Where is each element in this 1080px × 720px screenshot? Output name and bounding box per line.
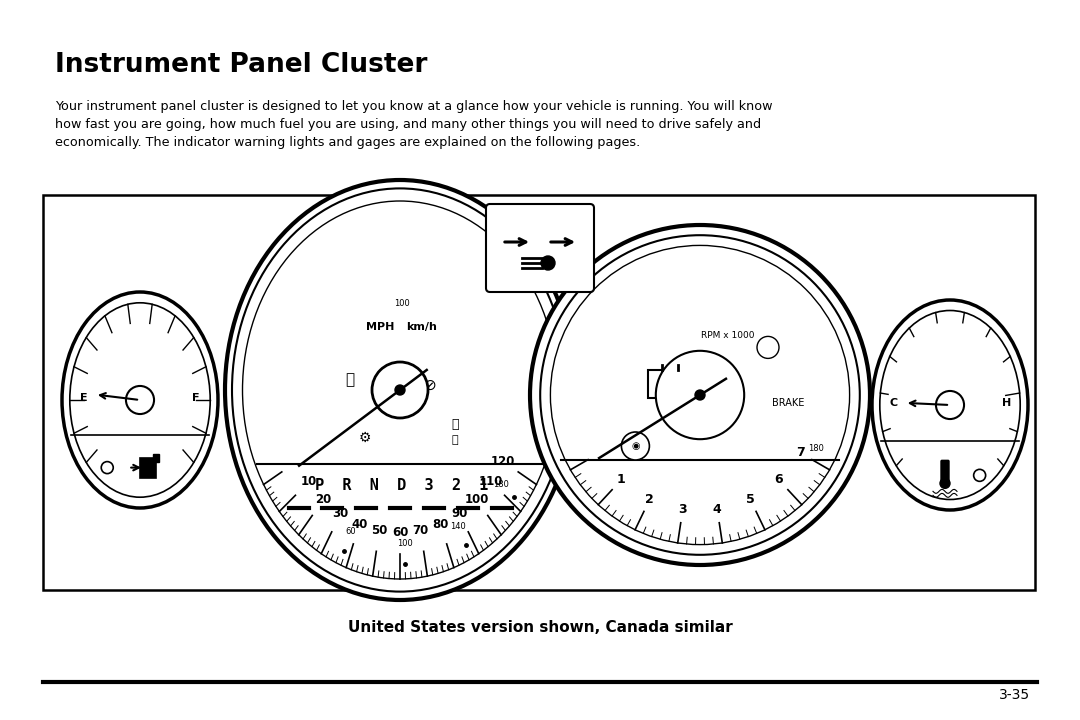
Circle shape xyxy=(102,462,113,474)
Circle shape xyxy=(940,478,950,488)
Text: BRAKE: BRAKE xyxy=(772,398,805,408)
Circle shape xyxy=(126,386,154,414)
Bar xyxy=(43,195,1035,590)
Text: 100: 100 xyxy=(394,300,410,308)
Text: 180: 180 xyxy=(808,444,823,454)
Text: 50: 50 xyxy=(372,524,388,537)
Text: 🏃: 🏃 xyxy=(451,435,458,445)
Text: ◉: ◉ xyxy=(631,441,639,451)
FancyBboxPatch shape xyxy=(648,370,692,398)
Ellipse shape xyxy=(70,303,211,498)
FancyBboxPatch shape xyxy=(139,458,156,477)
Ellipse shape xyxy=(243,201,557,579)
Circle shape xyxy=(530,225,870,565)
Circle shape xyxy=(540,235,860,555)
FancyBboxPatch shape xyxy=(941,460,949,482)
Text: 4: 4 xyxy=(713,503,721,516)
Text: 🚶: 🚶 xyxy=(451,418,459,431)
Text: RPM x 1000: RPM x 1000 xyxy=(701,331,755,340)
Text: ⚙: ⚙ xyxy=(359,431,372,445)
Text: 20: 20 xyxy=(315,493,332,506)
Text: 5: 5 xyxy=(746,492,755,505)
Ellipse shape xyxy=(880,310,1021,500)
Text: 140: 140 xyxy=(450,522,465,531)
Text: 120: 120 xyxy=(491,455,515,468)
Text: 🚗: 🚗 xyxy=(346,372,354,387)
FancyBboxPatch shape xyxy=(152,454,159,462)
Text: ⊘: ⊘ xyxy=(423,377,436,392)
Circle shape xyxy=(395,385,405,395)
Text: 3-35: 3-35 xyxy=(999,688,1030,702)
Text: F: F xyxy=(192,393,200,403)
Ellipse shape xyxy=(225,180,575,600)
Text: 180: 180 xyxy=(492,480,509,489)
Text: United States version shown, Canada similar: United States version shown, Canada simi… xyxy=(348,621,732,636)
Text: 10: 10 xyxy=(300,475,316,488)
Text: economically. The indicator warning lights and gages are explained on the follow: economically. The indicator warning ligh… xyxy=(55,136,640,149)
Circle shape xyxy=(372,362,428,418)
Circle shape xyxy=(936,391,964,419)
Text: 3: 3 xyxy=(678,503,687,516)
Text: 1: 1 xyxy=(617,473,625,486)
Text: 40: 40 xyxy=(351,518,367,531)
Circle shape xyxy=(757,336,779,359)
Ellipse shape xyxy=(232,189,568,592)
Text: how fast you are going, how much fuel you are using, and many other things you w: how fast you are going, how much fuel yo… xyxy=(55,118,761,131)
Circle shape xyxy=(621,432,649,460)
Ellipse shape xyxy=(62,292,218,508)
Circle shape xyxy=(696,390,705,400)
Text: Instrument Panel Cluster: Instrument Panel Cluster xyxy=(55,52,428,78)
Text: 6: 6 xyxy=(774,473,783,486)
Text: 2: 2 xyxy=(646,492,654,505)
Text: H: H xyxy=(1001,398,1011,408)
Text: km/h: km/h xyxy=(406,322,437,332)
Text: 30: 30 xyxy=(333,507,349,520)
Text: E: E xyxy=(80,393,87,403)
Circle shape xyxy=(974,469,986,482)
Text: 60: 60 xyxy=(346,527,356,536)
Text: 100: 100 xyxy=(464,493,488,506)
Text: 60: 60 xyxy=(392,526,408,539)
Text: Your instrument panel cluster is designed to let you know at a glance how your v: Your instrument panel cluster is designe… xyxy=(55,100,772,113)
Text: MPH: MPH xyxy=(366,322,394,332)
Text: 90: 90 xyxy=(451,507,468,520)
FancyBboxPatch shape xyxy=(486,204,594,292)
Circle shape xyxy=(656,351,744,439)
Circle shape xyxy=(551,246,850,544)
Text: P  R  N  D  3  2  1: P R N D 3 2 1 xyxy=(315,478,488,493)
Text: 70: 70 xyxy=(413,524,429,537)
Ellipse shape xyxy=(872,300,1028,510)
Text: 110: 110 xyxy=(478,475,503,488)
Text: 80: 80 xyxy=(432,518,449,531)
Text: 7: 7 xyxy=(796,446,805,459)
Circle shape xyxy=(541,256,555,270)
Text: 100: 100 xyxy=(396,539,413,548)
Text: C: C xyxy=(890,398,897,408)
